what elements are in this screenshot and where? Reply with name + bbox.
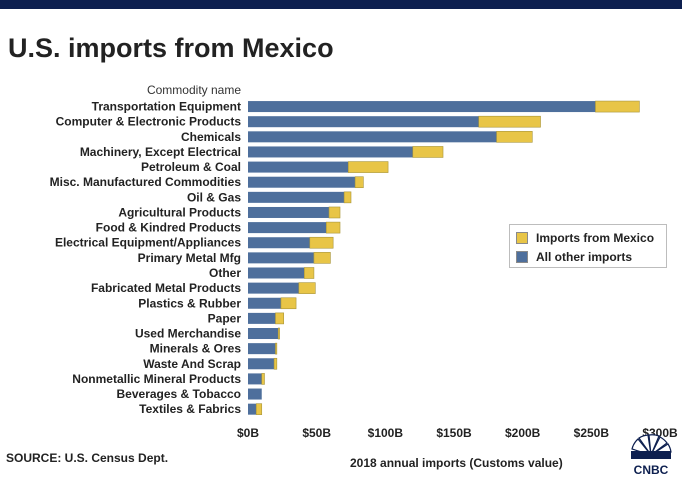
legend-swatch-mexico: [516, 232, 528, 244]
legend-label-other: All other imports: [536, 250, 633, 264]
category-label: Plastics & Rubber: [138, 296, 241, 310]
bar-mexico-imports: [273, 357, 278, 370]
category-label: Machinery, Except Electrical: [80, 145, 241, 159]
bar-mexico-imports: [496, 131, 533, 143]
category-label: Used Merchandise: [135, 327, 241, 341]
bar-other-imports: [248, 237, 310, 249]
legend-swatch-other: [516, 251, 528, 263]
category-label: Textiles & Fabrics: [139, 402, 241, 416]
page-title: U.S. imports from Mexico: [8, 33, 334, 63]
bar-mexico-imports: [298, 282, 316, 294]
bar-mexico-imports: [261, 373, 265, 385]
category-label: Transportation Equipment: [92, 100, 241, 114]
bar-other-imports: [248, 373, 262, 385]
category-label: Minerals & Ores: [150, 342, 242, 356]
bar-mexico-imports: [275, 312, 285, 325]
bar-other-imports: [248, 116, 479, 128]
bar-other-imports: [248, 328, 279, 340]
bar-mexico-imports: [277, 327, 280, 340]
x-tick-label: $0B: [237, 426, 259, 440]
bar-other-imports: [248, 176, 356, 188]
x-tick-label: $200B: [505, 426, 541, 440]
bar-other-imports: [248, 267, 305, 279]
bar-other-imports: [248, 131, 497, 143]
bar-other-imports: [248, 388, 262, 400]
bar-mexico-imports: [478, 115, 541, 128]
x-tick-label: $100B: [368, 426, 404, 440]
category-label: Electrical Equipment/Appliances: [55, 236, 241, 250]
x-axis-label: 2018 annual imports (Customs value): [350, 456, 563, 470]
chart-legend: Imports from Mexico All other imports: [509, 224, 667, 268]
category-label: Primary Metal Mfg: [138, 251, 241, 265]
bar-other-imports: [248, 101, 596, 113]
category-label: Computer & Electronic Products: [56, 115, 242, 129]
category-label: Agricultural Products: [118, 205, 241, 219]
bar-mexico-imports: [275, 342, 278, 355]
legend-item-mexico: Imports from Mexico: [516, 230, 654, 246]
bar-mexico-imports: [354, 176, 364, 189]
category-label: Nonmetallic Mineral Products: [72, 372, 241, 386]
bar-mexico-imports: [304, 267, 315, 279]
bar-other-imports: [248, 146, 413, 158]
category-label: Waste And Scrap: [143, 357, 241, 371]
legend-item-other: All other imports: [516, 249, 632, 265]
category-label: Paper: [208, 311, 242, 325]
category-label: Chemicals: [181, 130, 241, 144]
bar-mexico-imports: [343, 191, 352, 204]
bar-other-imports: [248, 282, 299, 294]
bar-mexico-imports: [328, 206, 341, 219]
x-tick-label: $150B: [436, 426, 472, 440]
bar-other-imports: [248, 343, 276, 355]
bar-other-imports: [248, 312, 276, 324]
bar-mexico-imports: [347, 161, 389, 173]
bar-mexico-imports: [325, 221, 341, 234]
top-bar: [0, 0, 682, 9]
category-label: Beverages & Tobacco: [117, 387, 242, 401]
bar-other-imports: [248, 191, 345, 203]
bar-other-imports: [248, 358, 275, 370]
bar-other-imports: [248, 206, 330, 218]
bar-other-imports: [248, 222, 327, 234]
bar-mexico-imports: [595, 100, 640, 113]
bar-other-imports: [248, 297, 281, 309]
bar-mexico-imports: [255, 403, 263, 415]
cnbc-logo: CNBC: [631, 434, 672, 477]
bar-mexico-imports: [309, 236, 334, 249]
logo-text: CNBC: [634, 463, 669, 477]
bar-mexico-imports: [313, 252, 331, 264]
category-label: Misc. Manufactured Commodities: [50, 175, 242, 189]
bar-mexico-imports: [280, 297, 297, 310]
category-label: Fabricated Metal Products: [91, 281, 241, 295]
x-tick-label: $50B: [302, 426, 331, 440]
bar-other-imports: [248, 252, 314, 264]
category-label: Food & Kindred Products: [96, 221, 242, 235]
category-label: Oil & Gas: [187, 190, 241, 204]
bar-mexico-imports: [412, 146, 444, 158]
legend-label-mexico: Imports from Mexico: [536, 231, 655, 245]
x-tick-label: $250B: [574, 426, 610, 440]
category-label: Petroleum & Coal: [141, 160, 241, 174]
bar-other-imports: [248, 161, 349, 173]
category-label: Other: [209, 266, 241, 280]
source-note: SOURCE: U.S. Census Dept.: [6, 451, 169, 465]
bar-other-imports: [248, 403, 257, 415]
category-header: Commodity name: [147, 83, 241, 97]
